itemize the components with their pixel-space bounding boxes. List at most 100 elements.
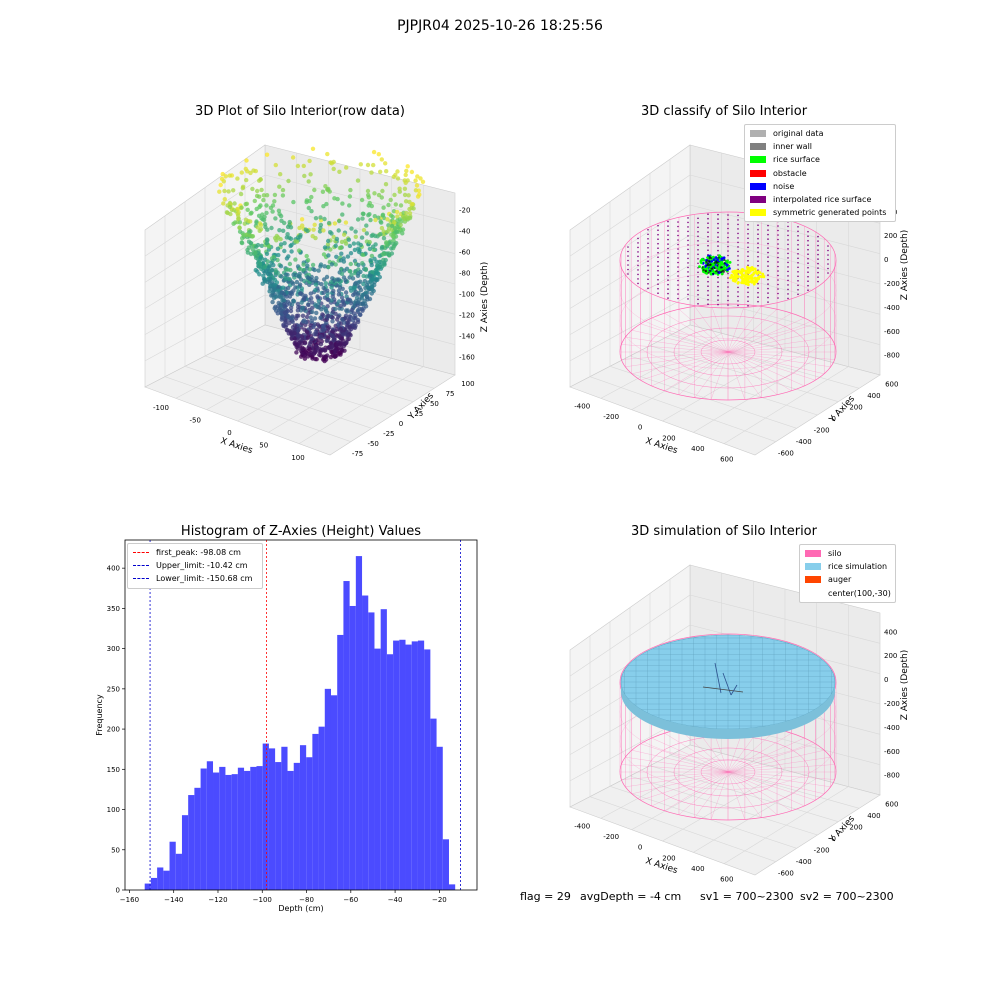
panel1-point-cloud	[217, 146, 426, 364]
data-point	[395, 169, 400, 174]
interpolated-point	[827, 272, 829, 274]
interpolated-point	[757, 264, 759, 267]
data-point	[303, 350, 309, 355]
interpolated-point	[807, 230, 809, 233]
data-point	[271, 289, 276, 294]
data-point	[244, 177, 249, 183]
interpolated-point	[807, 239, 809, 242]
data-point	[368, 258, 373, 263]
data-point	[288, 308, 294, 314]
data-point	[277, 184, 282, 189]
interpolated-point	[737, 228, 739, 230]
data-point	[316, 268, 321, 273]
data-point	[356, 271, 361, 276]
data-point	[406, 215, 411, 221]
data-point	[312, 267, 317, 273]
interpolated-point	[727, 232, 729, 234]
data-point	[308, 172, 313, 177]
interpolated-point	[637, 260, 639, 262]
data-point	[306, 302, 311, 308]
interpolated-point	[717, 290, 719, 292]
data-point	[383, 161, 388, 166]
interpolated-point	[687, 266, 689, 269]
interpolated-point	[737, 264, 739, 266]
interpolated-point	[657, 260, 659, 263]
interpolated-point	[747, 224, 749, 226]
data-point	[376, 152, 381, 157]
interpolated-point	[667, 238, 669, 241]
data-point	[371, 162, 376, 168]
interpolated-point	[717, 294, 719, 297]
interpolated-point	[657, 265, 659, 267]
data-point	[244, 158, 249, 163]
rice-surface-point	[728, 267, 731, 270]
data-point	[328, 280, 334, 285]
data-point	[294, 279, 300, 285]
data-point	[360, 261, 365, 266]
noise-point	[704, 269, 707, 272]
data-point	[361, 227, 367, 233]
interpolated-point	[637, 273, 639, 276]
x-tick-label: −120	[208, 896, 227, 904]
interpolated-point	[817, 276, 819, 278]
data-point	[353, 289, 358, 294]
interpolated-point	[757, 291, 759, 294]
data-point	[330, 294, 335, 299]
data-point	[365, 162, 371, 168]
z-tick-label: -120	[459, 311, 475, 319]
data-point	[367, 246, 373, 252]
panel2-zlabel: Z Axies (Depth)	[900, 230, 910, 301]
interpolated-point	[717, 213, 719, 216]
data-point	[364, 223, 369, 228]
x-tick-label: 200	[662, 434, 675, 442]
data-point	[232, 201, 237, 206]
auger-line	[722, 672, 732, 696]
histogram-bar	[287, 770, 294, 890]
data-point	[285, 272, 290, 277]
interpolated-point	[667, 256, 669, 259]
interpolated-point	[707, 280, 709, 283]
x-tick-label: 600	[720, 876, 733, 884]
data-point	[369, 253, 375, 259]
panel2-legend-item: symmetric generated points	[745, 206, 895, 219]
data-point	[411, 206, 416, 211]
symmetric-point	[751, 268, 755, 272]
interpolated-point	[677, 252, 679, 255]
interpolated-point	[797, 262, 799, 264]
data-point	[309, 300, 315, 305]
data-point	[339, 336, 345, 341]
data-point	[283, 276, 288, 281]
data-point	[300, 223, 305, 228]
interpolated-point	[737, 246, 739, 248]
data-point	[288, 330, 294, 336]
interpolated-point	[747, 242, 749, 244]
z-tick-label: -160	[459, 353, 475, 361]
data-point	[380, 264, 385, 269]
data-point	[282, 310, 287, 315]
gridline	[689, 294, 881, 345]
data-point	[264, 237, 270, 242]
interpolated-point	[647, 233, 649, 236]
x-tick-label: -200	[603, 413, 619, 421]
data-point	[301, 262, 306, 267]
data-point	[336, 292, 342, 297]
interpolated-point	[777, 288, 779, 290]
data-point	[310, 309, 315, 315]
data-point	[325, 297, 330, 302]
histogram-bar	[256, 766, 263, 890]
interpolated-point	[707, 226, 709, 229]
data-point	[243, 166, 248, 172]
data-point	[260, 212, 265, 217]
data-point	[219, 176, 225, 182]
data-point	[353, 229, 358, 234]
data-point	[320, 189, 326, 194]
data-point	[225, 210, 230, 216]
data-point	[348, 251, 354, 256]
data-point	[313, 288, 318, 293]
interpolated-point	[757, 300, 759, 303]
data-point	[295, 163, 301, 169]
panel3-legend-label: Upper_limit: -10.42 cm	[156, 561, 248, 571]
data-point	[347, 203, 352, 208]
data-point	[248, 211, 253, 216]
interpolated-point	[697, 253, 699, 256]
